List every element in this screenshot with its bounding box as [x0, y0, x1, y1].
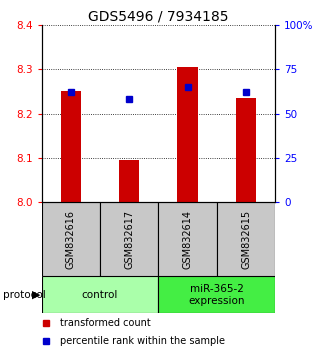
Text: GSM832614: GSM832614 [183, 210, 193, 269]
Bar [119, 160, 140, 202]
Bar [60, 91, 81, 202]
Bar [100, 202, 158, 276]
Title: GDS5496 / 7934185: GDS5496 / 7934185 [88, 10, 229, 24]
Text: control: control [82, 290, 118, 300]
Bar [158, 202, 217, 276]
Bar [217, 202, 275, 276]
Bar [42, 202, 100, 276]
Text: transformed count: transformed count [60, 318, 151, 328]
Text: GSM832617: GSM832617 [124, 210, 134, 269]
Text: ▶: ▶ [32, 290, 41, 300]
Text: GSM832616: GSM832616 [66, 210, 76, 269]
Text: GSM832615: GSM832615 [241, 210, 251, 269]
Text: protocol: protocol [3, 290, 46, 300]
Bar [42, 276, 158, 313]
Bar [158, 276, 275, 313]
Bar [177, 67, 198, 202]
Text: miR-365-2
expression: miR-365-2 expression [188, 284, 245, 306]
Bar [236, 98, 256, 202]
Text: percentile rank within the sample: percentile rank within the sample [60, 336, 225, 346]
